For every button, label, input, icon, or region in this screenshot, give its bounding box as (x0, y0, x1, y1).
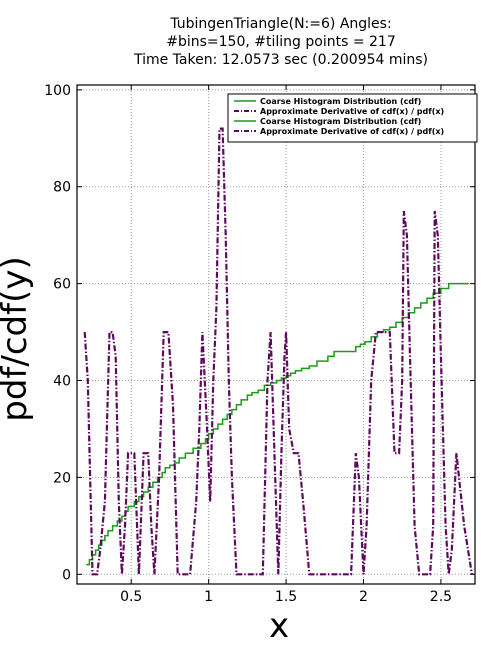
x-axis-label: x (269, 606, 289, 645)
x-tick-label-3: 2 (359, 589, 368, 605)
chart-title-line-1: TubingenTriangle(N:=6) Angles: (169, 16, 391, 32)
legend-label-2: Approximate Derivative of cdf(x) / pdf(x… (260, 107, 444, 116)
x-tick-label-1: 1 (204, 589, 213, 605)
plot-frame (76, 84, 476, 585)
plot-area: 0.5 1 1.5 2 2.5 0 20 40 60 80 100 (44, 83, 476, 605)
legend-label-1: Coarse Histogram Distribution (cdf) (260, 97, 421, 106)
y-tick-label-1: 20 (53, 470, 71, 486)
y-tick-label-5: 100 (44, 83, 71, 99)
pdf-series-line (83, 127, 473, 576)
legend-label-4: Approximate Derivative of cdf(x) / pdf(x… (260, 127, 444, 136)
legend-label-3: Coarse Histogram Distribution (cdf) (260, 117, 421, 126)
y-tick-label-3: 60 (53, 277, 71, 293)
y-axis-label: pdf/cdf(y) (0, 256, 35, 421)
legend: Coarse Histogram Distribution (cdf) Appr… (227, 93, 478, 143)
x-tick-label-0: 0.5 (120, 589, 142, 605)
y-tick-label-4: 80 (53, 180, 71, 196)
chart-title-line-3: Time Taken: 12.0573 sec (0.200954 mins) (133, 52, 428, 68)
y-tick-label-0: 0 (62, 567, 71, 583)
y-tick-label-2: 40 (53, 374, 71, 390)
x-tick-label-4: 2.5 (430, 589, 452, 605)
chart-title-line-2: #bins=150, #tiling points = 217 (166, 34, 395, 50)
x-tick-label-2: 1.5 (275, 589, 297, 605)
